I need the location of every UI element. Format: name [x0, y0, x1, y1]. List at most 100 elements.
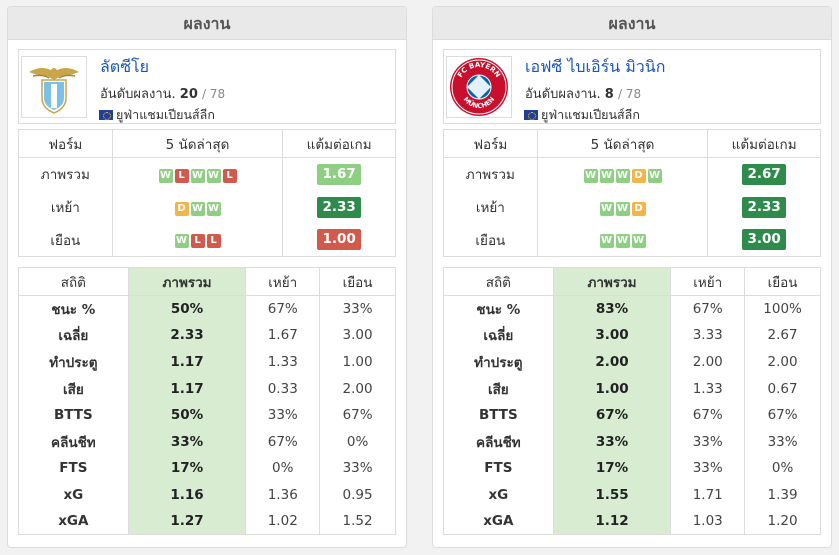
competition-name: ยูฟ่าแชมเปียนส์ลีก: [116, 107, 215, 122]
result-pill[interactable]: W: [631, 234, 646, 249]
ppg-badge: 2.67: [742, 163, 786, 185]
stats-header-stat: สถิติ: [18, 267, 129, 296]
result-pill[interactable]: L: [174, 168, 189, 183]
team-name-link[interactable]: เอฟซี ไบเอิร์น มิวนิก: [525, 57, 666, 76]
stats-table: สถิติ ภาพรวม เหย้า เยือน ชนะ % 83% 67% 100%…: [443, 267, 821, 536]
stat-overall: 67%: [552, 401, 672, 429]
stat-label: xG: [18, 481, 129, 509]
stat-away: 0.95: [319, 481, 396, 509]
bayern-munich-crest-icon[interactable]: FC BAYERN MÜNCHEN: [446, 56, 512, 118]
stat-label: เสีย: [443, 375, 554, 402]
stat-home: 1.33: [245, 348, 321, 376]
form-header-last5: 5 นัดล่าสุด: [111, 129, 284, 158]
form-row-label: เยือน: [18, 223, 113, 257]
stat-overall: 50%: [127, 401, 247, 429]
ppg-badge: 2.33: [742, 196, 786, 218]
stat-label: BTTS: [18, 401, 129, 429]
lazio-eagle-crest-icon[interactable]: [21, 56, 87, 118]
form-header-last5: 5 นัดล่าสุด: [536, 129, 709, 158]
result-pill[interactable]: W: [599, 168, 614, 183]
stat-home: 33%: [670, 428, 746, 456]
result-pill[interactable]: W: [599, 234, 614, 249]
stat-home: 1.33: [670, 375, 746, 402]
result-pill[interactable]: W: [190, 168, 205, 183]
competition[interactable]: ยูฟ่าแชมเปียนส์ลีก: [524, 105, 640, 125]
result-pill[interactable]: W: [174, 234, 189, 249]
stat-home: 1.36: [245, 481, 321, 509]
stat-label: คลีนชีท: [443, 428, 554, 456]
form-row-label: ภาพรวม: [18, 157, 113, 191]
stat-away: 67%: [744, 401, 821, 429]
result-pill[interactable]: W: [615, 201, 630, 216]
form-header-ppg: แต้มต่อเกม: [707, 129, 821, 158]
stat-overall: 17%: [127, 455, 247, 482]
stat-overall: 33%: [127, 428, 247, 456]
stats-row: ชนะ % 83% 67% 100%: [443, 295, 821, 323]
team-name-link[interactable]: ลัตซีโย: [100, 57, 150, 76]
stats-row: FTS 17% 0% 33%: [18, 455, 396, 482]
stat-away: 2.67: [744, 322, 821, 349]
performance-rank: อันดับผลงาน. 8 / 78: [525, 83, 641, 104]
stats-header-home: เหย้า: [245, 267, 321, 296]
stats-header-stat: สถิติ: [443, 267, 554, 296]
card-header: ผลงาน: [433, 7, 831, 40]
result-pill[interactable]: W: [647, 168, 662, 183]
result-pill[interactable]: W: [599, 201, 614, 216]
stat-overall: 1.16: [127, 481, 247, 509]
stat-home: 67%: [670, 295, 746, 323]
stat-overall: 1.17: [127, 375, 247, 402]
eu-flag-icon: [524, 110, 538, 120]
result-pill[interactable]: W: [206, 201, 221, 216]
result-pill[interactable]: W: [615, 168, 630, 183]
result-pill[interactable]: L: [222, 168, 237, 183]
form-row-label: เยือน: [443, 223, 538, 257]
result-pill[interactable]: D: [631, 201, 646, 216]
stats-row: คลีนชีท 33% 67% 0%: [18, 428, 396, 456]
stat-overall: 50%: [127, 295, 247, 323]
result-pill[interactable]: L: [190, 234, 205, 249]
result-pill[interactable]: L: [206, 234, 221, 249]
ppg-badge: 3.00: [742, 229, 786, 251]
stat-home: 3.33: [670, 322, 746, 349]
stat-overall: 1.55: [552, 481, 672, 509]
stat-label: ชนะ %: [443, 295, 554, 323]
rank-label: อันดับผลงาน.: [525, 87, 601, 102]
result-pill[interactable]: D: [174, 201, 189, 216]
stat-label: ทำประตู: [443, 348, 554, 376]
rank-label: อันดับผลงาน.: [100, 87, 176, 102]
stat-home: 67%: [245, 428, 321, 456]
team-info: ลัตซีโย อันดับผลงาน. 20 / 78 ยูฟ่าแชมเปี…: [18, 49, 396, 124]
ppg-badge: 2.33: [317, 196, 361, 218]
competition[interactable]: ยูฟ่าแชมเปียนส์ลีก: [99, 105, 215, 125]
stat-away: 0%: [744, 455, 821, 482]
stat-home: 33%: [670, 455, 746, 482]
stats-header-home: เหย้า: [670, 267, 746, 296]
form-row-label: เหย้า: [18, 190, 113, 224]
ppg-badge: 1.67: [317, 163, 361, 185]
stat-home: 67%: [245, 295, 321, 323]
eu-flag-icon: [99, 110, 113, 120]
result-pill[interactable]: W: [583, 168, 598, 183]
stat-label: xGA: [18, 508, 129, 536]
result-pill[interactable]: D: [631, 168, 646, 183]
result-pill[interactable]: W: [206, 168, 221, 183]
stats-table: สถิติ ภาพรวม เหย้า เยือน ชนะ % 50% 67% 33% เ…: [18, 267, 396, 536]
result-pill[interactable]: W: [158, 168, 173, 183]
stat-home: 2.00: [670, 348, 746, 376]
stat-overall: 33%: [552, 428, 672, 456]
card-header: ผลงาน: [8, 7, 406, 40]
stat-home: 1.67: [245, 322, 321, 349]
stat-away: 0.67: [744, 375, 821, 402]
stat-label: ชนะ %: [18, 295, 129, 323]
stats-row: ทำประตู 1.17 1.33 1.00: [18, 348, 396, 376]
result-pill[interactable]: W: [190, 201, 205, 216]
ppg-badge: 1.00: [317, 229, 361, 251]
team-card-bayern: ผลงาน FC BAYERN MÜNCHEN เอฟซี ไบเอิร์น ม…: [432, 6, 832, 548]
result-pill[interactable]: W: [615, 234, 630, 249]
